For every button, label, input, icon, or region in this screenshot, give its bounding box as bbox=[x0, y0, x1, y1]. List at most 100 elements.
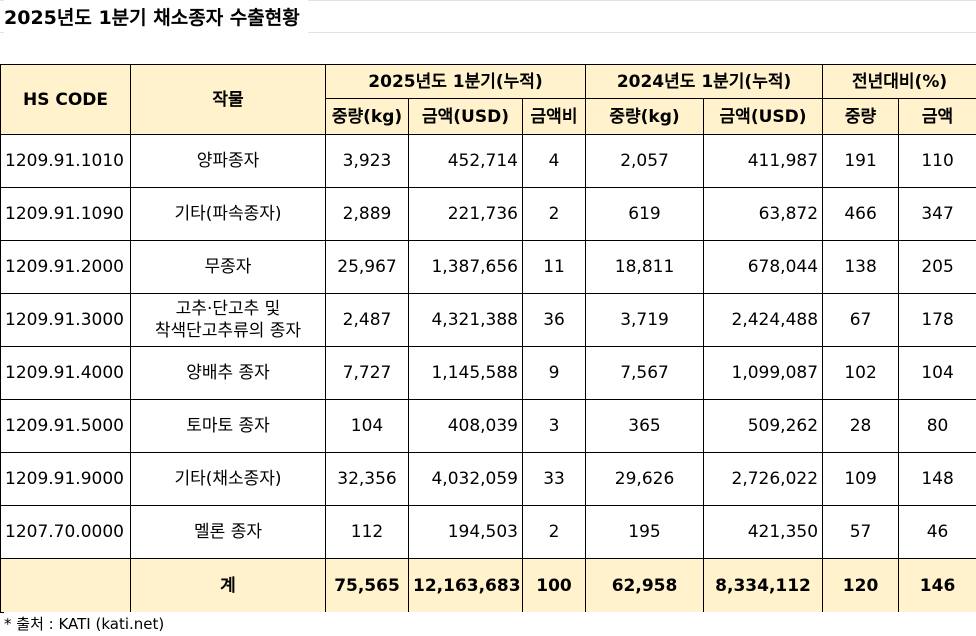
header-cell: 중량 bbox=[822, 98, 900, 135]
table-row: 중량(kg) 금액(USD) 금액비 중량(kg) 금액(USD) 중량 금액 bbox=[1, 98, 976, 135]
header-cell: 금액(USD) bbox=[703, 98, 824, 135]
value-cell: 4,321,388 bbox=[408, 293, 523, 347]
value-cell: 365 bbox=[585, 399, 705, 453]
total-value: 100 bbox=[521, 558, 587, 613]
table-row: 1209.91.5000 토마토 종자 104 408,039 3 365 509,262 2… bbox=[0, 399, 976, 453]
crop-name: 양배추 종자 bbox=[130, 346, 326, 400]
table-row: 계 75,565 12,163,683 100 62,958 8,334,112 120 14… bbox=[0, 558, 976, 613]
value-cell: 28 bbox=[822, 399, 900, 453]
value-cell: 205 bbox=[898, 240, 976, 294]
value-cell: 4,032,059 bbox=[408, 452, 523, 506]
value-cell: 104 bbox=[325, 399, 409, 453]
value-cell: 3 bbox=[521, 399, 587, 453]
crop-name: 양파종자 bbox=[130, 134, 326, 188]
header-cell: 금액(USD) bbox=[408, 98, 523, 135]
crop-name: 무종자 bbox=[130, 240, 326, 294]
hs-code: 1209.91.9000 bbox=[0, 452, 131, 506]
table-row: 1207.70.0000 멜론 종자 112 194,503 2 195 421,350 57… bbox=[0, 505, 976, 559]
total-value: 146 bbox=[898, 558, 976, 613]
crop-name: 멜론 종자 bbox=[130, 505, 326, 559]
crop-name: 기타(파속종자) bbox=[130, 187, 326, 241]
value-cell: 9 bbox=[521, 346, 587, 400]
header-cell: 중량(kg) bbox=[325, 98, 409, 135]
value-cell: 25,967 bbox=[325, 240, 409, 294]
total-value: 62,958 bbox=[585, 558, 705, 613]
header-cell: 작물 bbox=[130, 64, 326, 135]
value-cell: 112 bbox=[325, 505, 409, 559]
table-row: 1209.91.3000 고추·단고추 및 착색단고추류의 종자 2,487 4,32… bbox=[0, 293, 976, 347]
value-cell: 63,872 bbox=[703, 187, 824, 241]
table-row: 1209.91.2000 무종자 25,967 1,387,656 11 18,811 67… bbox=[0, 240, 976, 294]
total-value: 75,565 bbox=[325, 558, 409, 613]
hs-code: 1209.91.3000 bbox=[0, 293, 131, 347]
value-cell: 2,057 bbox=[585, 134, 705, 188]
header-cell: 2025년도 1분기(누적) bbox=[324, 64, 587, 99]
hs-code: 1209.91.2000 bbox=[0, 240, 131, 294]
hs-code: 1209.91.4000 bbox=[0, 346, 131, 400]
value-cell: 29,626 bbox=[585, 452, 705, 506]
value-cell: 57 bbox=[822, 505, 900, 559]
crop-name: 기타(채소종자) bbox=[130, 452, 326, 506]
table-row: 1209.91.9000 기타(채소종자) 32,356 4,032,059 33 29,… bbox=[0, 452, 976, 506]
value-cell: 36 bbox=[521, 293, 587, 347]
value-cell: 2,487 bbox=[325, 293, 409, 347]
value-cell: 3,923 bbox=[325, 134, 409, 188]
total-cell bbox=[0, 558, 131, 613]
value-cell: 33 bbox=[521, 452, 587, 506]
header-cell: 2024년도 1분기(누적) bbox=[585, 64, 824, 99]
value-cell: 2 bbox=[521, 187, 587, 241]
table-row: HS CODE 작물 2025년도 1분기(누적) 2024년도 1분기(누적) 전년대… bbox=[0, 64, 976, 135]
value-cell: 46 bbox=[898, 505, 976, 559]
export-table: HS CODE 작물 2025년도 1분기(누적) 2024년도 1분기(누적) 전년대… bbox=[0, 64, 976, 613]
total-label: 계 bbox=[130, 558, 326, 613]
crop-name: 토마토 종자 bbox=[130, 399, 326, 453]
value-cell: 4 bbox=[521, 134, 587, 188]
value-cell: 7,567 bbox=[585, 346, 705, 400]
value-cell: 1,387,656 bbox=[408, 240, 523, 294]
total-value: 12,163,683 bbox=[408, 558, 523, 613]
value-cell: 678,044 bbox=[703, 240, 824, 294]
value-cell: 178 bbox=[898, 293, 976, 347]
value-cell: 110 bbox=[898, 134, 976, 188]
hs-code: 1209.91.1010 bbox=[0, 134, 131, 188]
hs-code: 1209.91.5000 bbox=[0, 399, 131, 453]
value-cell: 2,726,022 bbox=[703, 452, 824, 506]
value-cell: 194,503 bbox=[408, 505, 523, 559]
header-cell: 중량(kg) bbox=[585, 98, 705, 135]
header-cell: HS CODE bbox=[0, 64, 131, 135]
hs-code: 1209.91.1090 bbox=[0, 187, 131, 241]
crop-name: 고추·단고추 및 착색단고추류의 종자 bbox=[130, 293, 326, 347]
value-cell: 195 bbox=[585, 505, 705, 559]
table-row: 1209.91.4000 양배추 종자 7,727 1,145,588 9 7,567 1,… bbox=[0, 346, 976, 400]
value-cell: 2,424,488 bbox=[703, 293, 824, 347]
value-cell: 452,714 bbox=[408, 134, 523, 188]
header-cell: 전년대비(%) bbox=[822, 64, 976, 99]
value-cell: 347 bbox=[898, 187, 976, 241]
hs-code: 1207.70.0000 bbox=[0, 505, 131, 559]
value-cell: 148 bbox=[898, 452, 976, 506]
value-cell: 11 bbox=[521, 240, 587, 294]
header-cell: 금액 bbox=[898, 98, 976, 135]
value-cell: 1,099,087 bbox=[703, 346, 824, 400]
value-cell: 67 bbox=[822, 293, 900, 347]
value-cell: 509,262 bbox=[703, 399, 824, 453]
value-cell: 408,039 bbox=[408, 399, 523, 453]
value-cell: 80 bbox=[898, 399, 976, 453]
title: 2025년도 1분기 채소종자 수출현황 bbox=[4, 0, 308, 36]
header-cell: 금액비 bbox=[521, 98, 587, 135]
value-cell: 109 bbox=[822, 452, 900, 506]
value-cell: 619 bbox=[585, 187, 705, 241]
value-cell: 18,811 bbox=[585, 240, 705, 294]
value-cell: 2,889 bbox=[325, 187, 409, 241]
value-cell: 421,350 bbox=[703, 505, 824, 559]
table-row: 1209.91.1010 양파종자 3,923 452,714 4 2,057 411,98… bbox=[0, 134, 976, 188]
value-cell: 411,987 bbox=[703, 134, 824, 188]
total-value: 8,334,112 bbox=[703, 558, 824, 613]
value-cell: 102 bbox=[822, 346, 900, 400]
table-row: 1209.91.1090 기타(파속종자) 2,889 221,736 2 619 63,8… bbox=[0, 187, 976, 241]
value-cell: 32,356 bbox=[325, 452, 409, 506]
value-cell: 7,727 bbox=[325, 346, 409, 400]
value-cell: 466 bbox=[822, 187, 900, 241]
value-cell: 191 bbox=[822, 134, 900, 188]
